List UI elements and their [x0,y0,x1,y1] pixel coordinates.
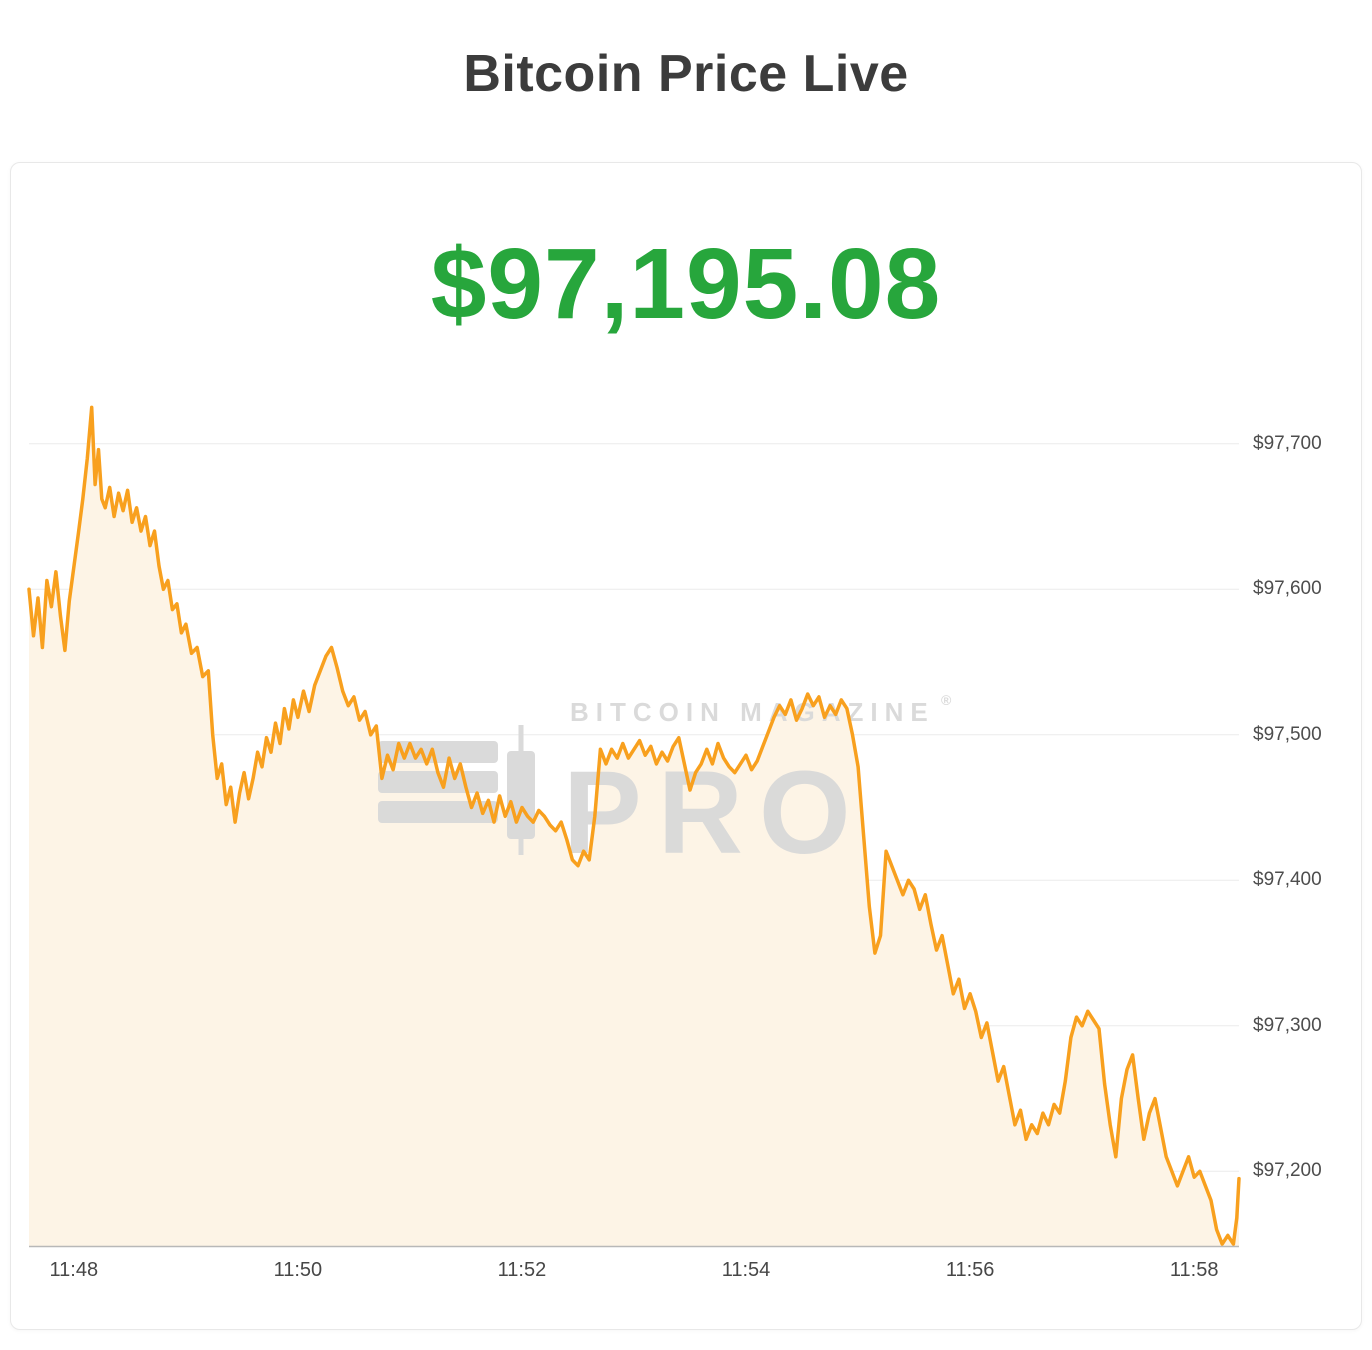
y-axis-label: $97,300 [1253,1014,1322,1036]
current-price: $97,195.08 [430,228,942,340]
watermark-bitcoin-magazine-pro-logo: BITCOIN MAGAZINE ® PRO [378,692,952,879]
y-axis-label: $97,200 [1253,1160,1322,1182]
y-axis-label: $97,700 [1253,432,1322,454]
y-axis-label: $97,600 [1253,578,1322,600]
x-axis-label: 11:58 [1169,1259,1219,1281]
price-chart: BITCOIN MAGAZINE ® PRO $97,700 $97,600 $97,5… [11,403,1361,1303]
y-axis-label: $97,500 [1253,723,1322,745]
page-title: Bitcoin Price Live [463,45,909,103]
watermark-registered-icon: ® [941,692,952,708]
watermark-text-line1: BITCOIN MAGAZINE [570,697,935,727]
x-axis-label: 11:52 [497,1259,547,1281]
watermark-logo-bar [378,771,498,793]
price-chart-card: $97,195.08 BITCOIN MAGAZINE ® PRO $97,700 $… [10,162,1362,1330]
page: Bitcoin Price Live $97,195.08 BITCOIN MA… [0,44,1372,1330]
price-line [27,405,1241,1246]
x-axis-label: 11:54 [721,1259,771,1281]
x-axis-label: 11:56 [945,1259,995,1281]
watermark-candle-body [507,751,535,839]
watermark-logo-bar [378,801,498,823]
price-chart-svg: BITCOIN MAGAZINE ® PRO [27,405,1241,1248]
watermark-text-pro: PRO [563,747,867,879]
y-axis-label: $97,400 [1253,869,1322,891]
x-axis-label: 11:48 [49,1259,99,1281]
x-axis-label: 11:50 [273,1259,323,1281]
price-area-fill [29,407,1239,1247]
